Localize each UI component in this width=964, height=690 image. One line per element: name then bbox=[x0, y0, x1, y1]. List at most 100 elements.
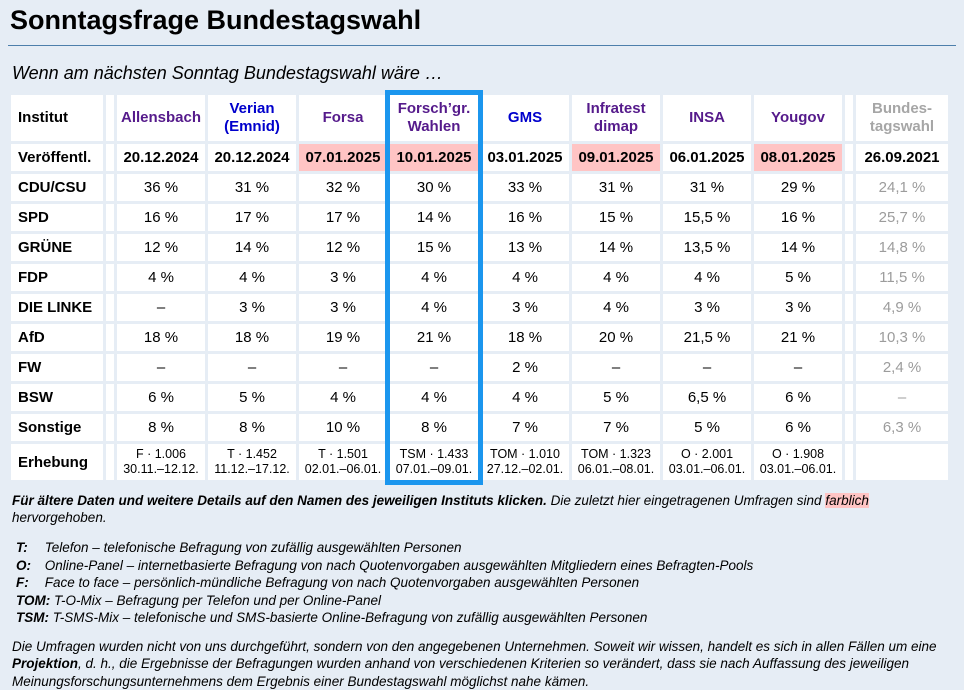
poll-value: 17 % bbox=[208, 204, 296, 231]
poll-value: 8 % bbox=[117, 414, 205, 441]
institute-col-verian: Verian (Emnid) bbox=[208, 95, 296, 141]
btw-value: 24,1 % bbox=[856, 174, 948, 201]
poll-value: – bbox=[390, 354, 478, 381]
poll-value: 8 % bbox=[208, 414, 296, 441]
legend-item-t: T: Telefon – telefonische Befragung von … bbox=[16, 539, 956, 557]
published-btw: 26.09.2021 bbox=[856, 144, 948, 171]
party-row-gruene: GRÜNE 12 % 14 % 12 % 15 % 13 % 14 % 13,5… bbox=[11, 234, 948, 261]
party-row-bsw: BSW 6 % 5 % 4 % 4 % 4 % 5 % 6,5 % 6 % – bbox=[11, 384, 948, 411]
institute-link-verian[interactable]: Verian (Emnid) bbox=[224, 100, 280, 135]
party-row-spd: SPD 16 % 17 % 17 % 14 % 16 % 15 % 15,5 %… bbox=[11, 204, 948, 231]
poll-value: 4 % bbox=[117, 264, 205, 291]
spacer-cell bbox=[106, 444, 114, 480]
corner-institut: Institut bbox=[11, 95, 103, 141]
poll-value: 15,5 % bbox=[663, 204, 751, 231]
poll-value: 4 % bbox=[663, 264, 751, 291]
poll-value: – bbox=[754, 354, 842, 381]
spacer-cell bbox=[845, 174, 853, 201]
institute-col-gms: GMS bbox=[481, 95, 569, 141]
institute-col-forschgr: Forsch’gr. Wahlen bbox=[390, 95, 478, 141]
party-label: AfD bbox=[11, 324, 103, 351]
spacer-cell bbox=[106, 95, 114, 141]
poll-value: 4 % bbox=[299, 384, 387, 411]
institute-col-allensbach: Allensbach bbox=[117, 95, 205, 141]
poll-value: 8 % bbox=[390, 414, 478, 441]
legend-item-f: F: Face to face – persönlich-mündliche B… bbox=[16, 574, 956, 592]
institute-link-insa[interactable]: INSA bbox=[689, 109, 725, 126]
spacer-cell bbox=[106, 174, 114, 201]
spacer-cell bbox=[106, 234, 114, 261]
published-row: Veröffentl. 20.12.2024 20.12.2024 07.01.… bbox=[11, 144, 948, 171]
legend: T: Telefon – telefonische Befragung von … bbox=[16, 539, 956, 627]
poll-value: – bbox=[117, 294, 205, 321]
institute-link-allensbach[interactable]: Allensbach bbox=[120, 109, 202, 126]
poll-value: 3 % bbox=[299, 264, 387, 291]
legend-item-o: O: Online-Panel – internetbasierte Befra… bbox=[16, 557, 956, 575]
legend-key: O: bbox=[16, 557, 31, 573]
party-label: FW bbox=[11, 354, 103, 381]
poll-value: – bbox=[299, 354, 387, 381]
btw-value: – bbox=[856, 384, 948, 411]
poll-value: 4 % bbox=[481, 384, 569, 411]
institute-link-infratest[interactable]: Infratest dimap bbox=[586, 100, 646, 135]
spacer-cell bbox=[845, 384, 853, 411]
survey-cell-insa: O · 2.001 03.01.–06.01. bbox=[663, 444, 751, 480]
poll-value: 21,5 % bbox=[663, 324, 751, 351]
poll-value: 36 % bbox=[117, 174, 205, 201]
legend-text: Face to face – persönlich-mündliche Befr… bbox=[44, 575, 640, 591]
poll-value: 21 % bbox=[754, 324, 842, 351]
institute-col-insa: INSA bbox=[663, 95, 751, 141]
poll-value: 3 % bbox=[299, 294, 387, 321]
poll-value: 4 % bbox=[572, 264, 660, 291]
footer-note-bold: Für ältere Daten und weitere Details auf… bbox=[12, 493, 547, 508]
disclaimer-text1: Die Umfragen wurden nicht von uns durchg… bbox=[12, 638, 937, 654]
footer-note: Für ältere Daten und weitere Details auf… bbox=[12, 492, 956, 526]
poll-value: 4 % bbox=[390, 384, 478, 411]
btw-value: 25,7 % bbox=[856, 204, 948, 231]
spacer-cell bbox=[106, 414, 114, 441]
poll-value: 12 % bbox=[299, 234, 387, 261]
footer-note-text2: hervorgehoben. bbox=[12, 510, 107, 525]
disclaimer-bold: Projektion bbox=[12, 656, 79, 672]
poll-value: 10 % bbox=[299, 414, 387, 441]
subtitle: Wenn am nächsten Sonntag Bundestagswahl … bbox=[12, 63, 443, 83]
btw-column-header: Bundes- tagswahl bbox=[856, 95, 948, 141]
poll-value: 2 % bbox=[481, 354, 569, 381]
survey-cell-verian: T · 1.452 11.12.–17.12. bbox=[208, 444, 296, 480]
institute-link-forschgr[interactable]: Forsch’gr. Wahlen bbox=[397, 100, 471, 135]
survey-row-label: Erhebung bbox=[11, 444, 103, 480]
spacer-cell bbox=[845, 414, 853, 441]
legend-text: Telefon – telefonische Befragung von zuf… bbox=[44, 540, 462, 555]
party-label: BSW bbox=[11, 384, 103, 411]
poll-value: 18 % bbox=[208, 324, 296, 351]
published-row-label: Veröffentl. bbox=[11, 144, 103, 171]
published-forsa: 07.01.2025 bbox=[299, 144, 387, 171]
poll-value: 33 % bbox=[481, 174, 569, 201]
party-row-cducsu: CDU/CSU 36 % 31 % 32 % 30 % 33 % 31 % 31… bbox=[11, 174, 948, 201]
poll-value: 14 % bbox=[572, 234, 660, 261]
party-label: FDP bbox=[11, 264, 103, 291]
poll-value: 17 % bbox=[299, 204, 387, 231]
poll-value: 6,5 % bbox=[663, 384, 751, 411]
survey-cell-infratest: TOM · 1.323 06.01.–08.01. bbox=[572, 444, 660, 480]
institute-link-yougov[interactable]: Yougov bbox=[771, 109, 825, 126]
legend-text: T-SMS-Mix – telefonische und SMS-basiert… bbox=[52, 610, 648, 626]
btw-value: 10,3 % bbox=[856, 324, 948, 351]
btw-value: 4,9 % bbox=[856, 294, 948, 321]
footer-note-highlight: farblich bbox=[825, 493, 869, 508]
spacer-cell bbox=[845, 324, 853, 351]
institute-link-forsa[interactable]: Forsa bbox=[322, 109, 364, 126]
institute-link-gms[interactable]: GMS bbox=[507, 109, 543, 126]
survey-cell-forsa: T · 1.501 02.01.–06.01. bbox=[299, 444, 387, 480]
poll-value: 13,5 % bbox=[663, 234, 751, 261]
legend-key: F: bbox=[16, 575, 29, 591]
poll-value: 5 % bbox=[663, 414, 751, 441]
institute-header-row: Institut Allensbach Verian (Emnid) Forsa… bbox=[11, 95, 948, 141]
spacer-cell bbox=[106, 144, 114, 171]
spacer-cell bbox=[845, 264, 853, 291]
survey-cell-allensbach: F · 1.006 30.11.–12.12. bbox=[117, 444, 205, 480]
poll-value: 20 % bbox=[572, 324, 660, 351]
poll-value: 4 % bbox=[390, 264, 478, 291]
legend-key: TOM: bbox=[16, 592, 51, 608]
